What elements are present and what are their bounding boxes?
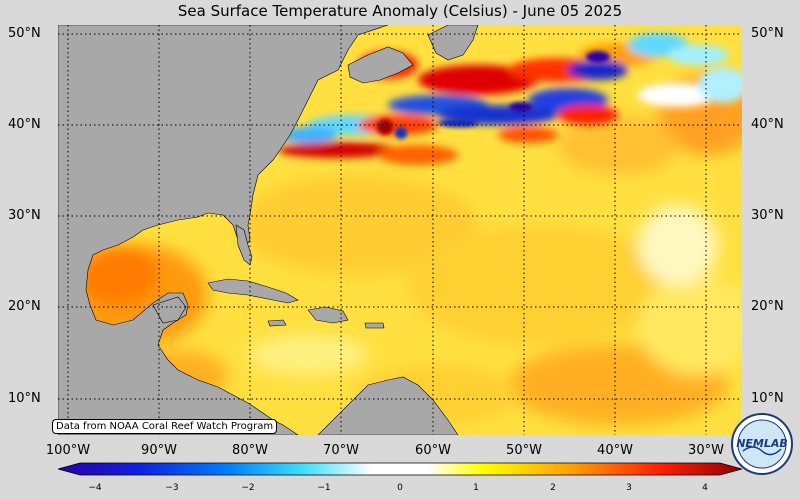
lat-label-right-40: 40°N	[751, 117, 784, 132]
colorbar-tick: −4	[88, 483, 102, 493]
lat-label-right-50: 50°N	[751, 26, 784, 41]
colorbar-tick: 1	[473, 483, 479, 493]
logo-text: NEMLAB	[736, 437, 788, 450]
lat-label-left-30: 30°N	[8, 208, 41, 223]
lon-label-40w: 40°W	[597, 443, 633, 458]
colorbar-tick: 4	[702, 483, 708, 493]
lon-label-80w: 80°W	[232, 443, 268, 458]
lat-label-left-50: 50°N	[8, 26, 41, 41]
colorbar-tick: −3	[165, 483, 179, 493]
colorbar-tick: 3	[626, 483, 632, 493]
lat-label-left-10: 10°N	[8, 391, 41, 406]
colorbar	[58, 462, 742, 476]
map-title: Sea Surface Temperature Anomaly (Celsius…	[177, 2, 623, 20]
sst-anomaly-map	[58, 25, 742, 435]
graticule	[58, 25, 742, 435]
lat-label-right-30: 30°N	[751, 208, 784, 223]
lat-label-right-20: 20°N	[751, 299, 784, 314]
lon-label-50w: 50°W	[506, 443, 542, 458]
colorbar-tick: 0	[397, 483, 403, 493]
lat-label-right-10: 10°N	[751, 391, 784, 406]
lon-label-100w: 100°W	[45, 443, 91, 458]
colorbar-tick: −1	[317, 483, 331, 493]
lat-label-left-20: 20°N	[8, 299, 41, 314]
nemlab-logo: NEMLAB	[731, 413, 793, 475]
lon-label-60w: 60°W	[415, 443, 451, 458]
colorbar-tick: −2	[241, 483, 255, 493]
lon-label-90w: 90°W	[141, 443, 177, 458]
colorbar-tick: 2	[550, 483, 556, 493]
lat-label-left-40: 40°N	[8, 117, 41, 132]
lon-label-30w: 30°W	[688, 443, 724, 458]
data-credit-label: Data from NOAA Coral Reef Watch Program	[52, 419, 278, 434]
lon-label-70w: 70°W	[323, 443, 359, 458]
